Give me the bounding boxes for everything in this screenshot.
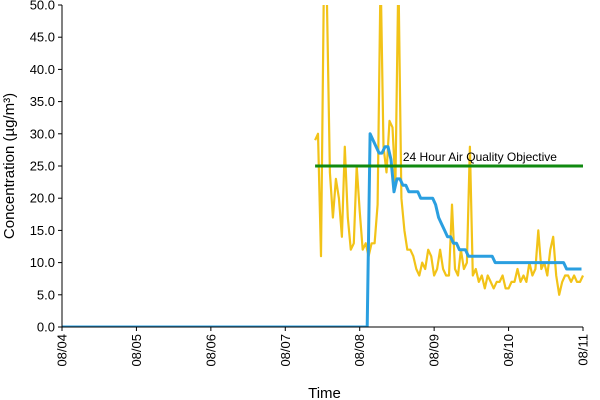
x-tick-label: 08/11	[576, 334, 591, 366]
x-tick-label: 08/07	[278, 334, 293, 367]
y-tick-label: 0.0	[37, 320, 55, 335]
x-tick-label: 08/05	[129, 334, 144, 367]
x-tick-label: 08/09	[427, 334, 442, 367]
pm-series-blue-line	[62, 132, 582, 327]
y-tick-label: 35.0	[30, 94, 55, 109]
y-tick-label: 5.0	[37, 287, 55, 302]
series-layer	[62, 5, 584, 327]
y-tick-label: 15.0	[30, 223, 55, 238]
objective-annotation: 24 Hour Air Quality Objective	[403, 150, 557, 164]
x-tick-label: 08/04	[55, 334, 70, 367]
y-tick-label: 20.0	[30, 191, 55, 206]
x-tick-label: 08/10	[501, 334, 516, 367]
x-tick-label: 08/06	[203, 334, 218, 367]
x-ticks: 08/04 08/05 08/06 08/07 08/08 08/09 08/10 08/11	[55, 327, 591, 367]
y-tick-label: 10.0	[30, 255, 55, 270]
x-axis-label: Time	[308, 385, 341, 400]
y-tick-label: 30.0	[30, 126, 55, 141]
pm-series-yellow-line	[314, 5, 584, 296]
x-tick-label: 08/08	[352, 334, 367, 367]
y-axis-label: Concentration (µg/m³)	[1, 93, 18, 239]
y-tick-label: 40.0	[30, 62, 55, 77]
y-ticks: 0.0 5.0 10.0 15.0 20.0 25.0 30.0 35.0 40.0 45.0 50…	[30, 0, 62, 335]
y-tick-label: 25.0	[30, 159, 55, 174]
y-tick-label: 45.0	[30, 30, 55, 45]
y-tick-label: 50.0	[30, 0, 55, 13]
